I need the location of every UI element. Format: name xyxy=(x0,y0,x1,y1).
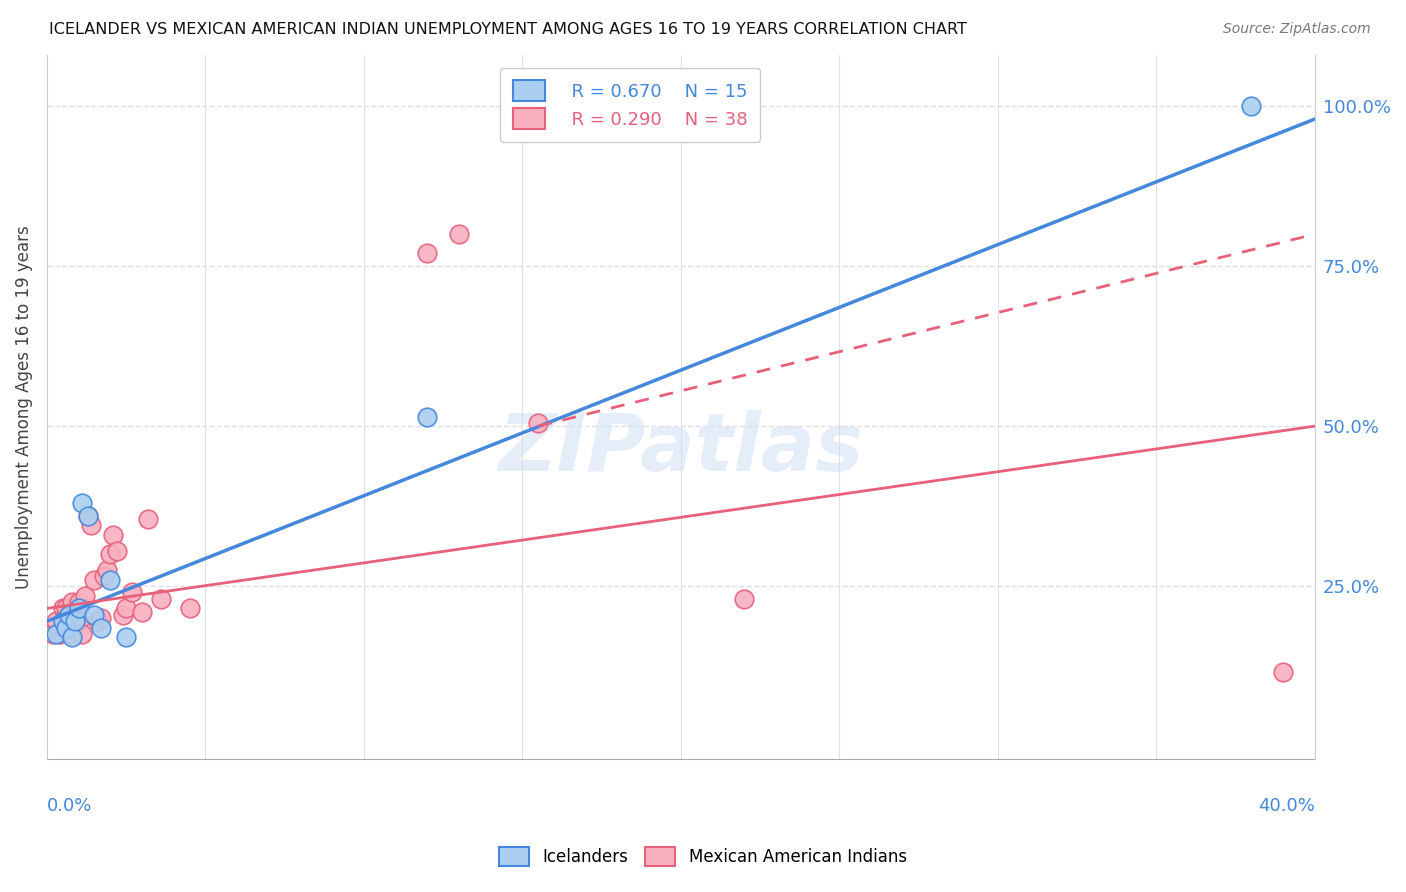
Point xyxy=(90,621,112,635)
Point xyxy=(67,595,90,609)
Point xyxy=(179,601,201,615)
Point xyxy=(58,627,80,641)
Point xyxy=(86,614,108,628)
Point xyxy=(1271,665,1294,680)
Point xyxy=(58,607,80,622)
Point xyxy=(52,614,75,628)
Point xyxy=(55,621,77,635)
Text: ZIPatlas: ZIPatlas xyxy=(498,410,863,488)
Point xyxy=(447,227,470,242)
Point xyxy=(150,591,173,606)
Point xyxy=(131,605,153,619)
Point xyxy=(111,607,134,622)
Point xyxy=(70,627,93,641)
Legend: Icelanders, Mexican American Indians: Icelanders, Mexican American Indians xyxy=(492,840,914,873)
Point xyxy=(60,595,83,609)
Point xyxy=(52,601,75,615)
Point xyxy=(60,630,83,644)
Text: 40.0%: 40.0% xyxy=(1258,797,1315,815)
Point xyxy=(67,601,90,615)
Point xyxy=(48,627,70,641)
Point xyxy=(45,627,67,641)
Point xyxy=(115,601,138,615)
Point xyxy=(42,627,65,641)
Point xyxy=(73,589,96,603)
Point xyxy=(416,246,439,260)
Point xyxy=(83,573,105,587)
Point xyxy=(98,547,121,561)
Text: Source: ZipAtlas.com: Source: ZipAtlas.com xyxy=(1223,22,1371,37)
Point xyxy=(93,569,115,583)
Point xyxy=(65,614,87,628)
Text: 0.0%: 0.0% xyxy=(46,797,93,815)
Point xyxy=(55,607,77,622)
Point xyxy=(98,573,121,587)
Point xyxy=(60,627,83,641)
Point xyxy=(121,585,143,599)
Point xyxy=(70,496,93,510)
Point xyxy=(65,607,87,622)
Point xyxy=(67,614,90,628)
Point xyxy=(52,621,75,635)
Point xyxy=(103,528,125,542)
Point xyxy=(416,409,439,424)
Point xyxy=(733,591,755,606)
Point xyxy=(83,607,105,622)
Point xyxy=(1240,99,1263,113)
Point xyxy=(77,508,100,523)
Text: ICELANDER VS MEXICAN AMERICAN INDIAN UNEMPLOYMENT AMONG AGES 16 TO 19 YEARS CORR: ICELANDER VS MEXICAN AMERICAN INDIAN UNE… xyxy=(49,22,967,37)
Legend:   R = 0.670    N = 15,   R = 0.290    N = 38: R = 0.670 N = 15, R = 0.290 N = 38 xyxy=(501,68,761,142)
Point xyxy=(105,544,128,558)
Point xyxy=(115,630,138,644)
Point xyxy=(527,416,550,430)
Point xyxy=(45,614,67,628)
Point xyxy=(77,508,100,523)
Point xyxy=(55,601,77,615)
Y-axis label: Unemployment Among Ages 16 to 19 years: Unemployment Among Ages 16 to 19 years xyxy=(15,225,32,589)
Point xyxy=(90,611,112,625)
Point xyxy=(80,518,103,533)
Point xyxy=(136,512,159,526)
Point xyxy=(58,607,80,622)
Point xyxy=(96,563,118,577)
